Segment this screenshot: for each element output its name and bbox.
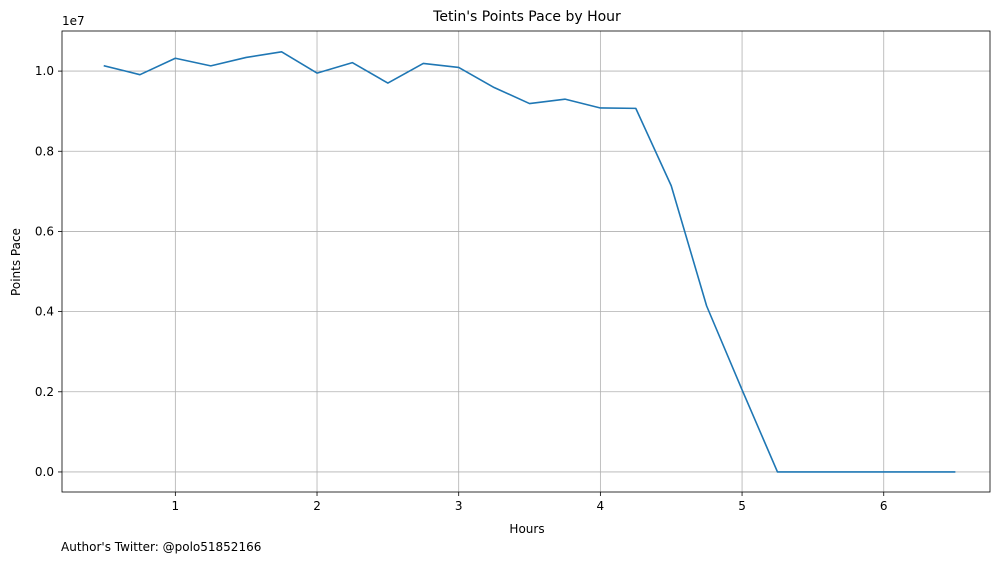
footer-text: Author's Twitter: @polo51852166 bbox=[61, 540, 261, 554]
grid bbox=[62, 31, 990, 492]
plot-frame bbox=[61, 30, 991, 493]
y-axis-label: Points Pace bbox=[9, 228, 23, 296]
chart-title: Tetin's Points Pace by Hour bbox=[432, 9, 621, 25]
x-tick-label: 5 bbox=[738, 499, 746, 513]
y-axis-ticks: 0.0 0.2 0.4 0.6 0.8 1.0 bbox=[35, 64, 62, 479]
x-axis-ticks: 1 2 3 4 5 6 bbox=[172, 492, 888, 513]
y-tick-label: 0.4 bbox=[35, 305, 54, 319]
x-tick-label: 4 bbox=[597, 499, 605, 513]
x-axis-label: Hours bbox=[509, 522, 544, 536]
y-tick-label: 0.8 bbox=[35, 144, 54, 158]
x-tick-label: 2 bbox=[313, 499, 321, 513]
y-tick-label: 1.0 bbox=[35, 64, 54, 78]
x-tick-label: 1 bbox=[172, 499, 180, 513]
y-tick-label: 0.2 bbox=[35, 385, 54, 399]
y-tick-label: 0.6 bbox=[35, 224, 54, 238]
y-tick-label: 0.0 bbox=[35, 465, 54, 479]
x-tick-label: 3 bbox=[455, 499, 463, 513]
y-offset-label: 1e7 bbox=[62, 14, 85, 28]
series-line bbox=[103, 51, 956, 473]
x-tick-label: 6 bbox=[880, 499, 888, 513]
